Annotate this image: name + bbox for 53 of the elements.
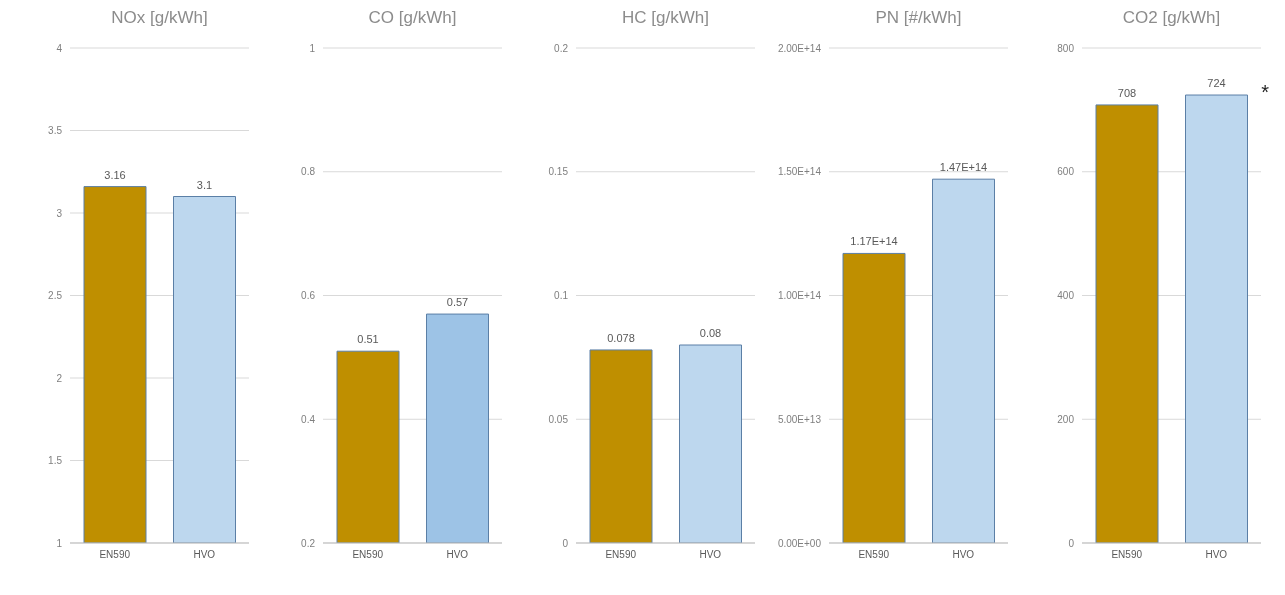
x-tick-label: EN590 xyxy=(605,549,637,561)
chart-title: NOx [g/kWh] xyxy=(110,8,209,29)
y-tick-label: 0 xyxy=(1068,537,1075,549)
y-tick-label: 0.15 xyxy=(548,166,569,178)
y-tick-label: 0.2 xyxy=(554,42,569,54)
y-tick-label: 1.5 xyxy=(48,455,63,467)
y-tick-label: 0.00E+00 xyxy=(777,537,822,549)
y-tick-label: 3.5 xyxy=(48,125,63,137)
y-tick-label: 0.8 xyxy=(301,166,316,178)
x-tick-label: HVO xyxy=(193,549,216,561)
annotation: * xyxy=(1261,81,1270,104)
y-tick-label: 600 xyxy=(1057,166,1075,178)
data-label: 0.078 xyxy=(607,331,635,344)
x-tick-label: HVO xyxy=(1205,549,1228,561)
y-tick-label: 0.4 xyxy=(301,413,316,425)
x-tick-label: EN590 xyxy=(352,549,384,561)
x-tick-label: EN590 xyxy=(99,549,131,561)
y-tick-label: 800 xyxy=(1057,42,1075,54)
data-label: 3.1 xyxy=(196,178,213,191)
y-tick-label: 2.5 xyxy=(48,290,63,302)
data-label: 708 xyxy=(1117,86,1137,99)
data-label: 724 xyxy=(1207,77,1226,90)
data-label: 3.16 xyxy=(104,168,126,181)
data-label: 1.17E+14 xyxy=(850,235,898,248)
y-tick-label: 0.2 xyxy=(301,537,316,549)
x-tick-label: EN590 xyxy=(1111,549,1143,561)
y-tick-label: 0.6 xyxy=(301,290,316,302)
y-tick-label: 4 xyxy=(56,42,63,54)
y-tick-label: 2 xyxy=(56,372,63,384)
y-tick-label: 5.00E+13 xyxy=(777,413,822,425)
y-tick-label: 200 xyxy=(1057,413,1075,425)
x-tick-label: EN590 xyxy=(858,549,890,561)
y-tick-label: 1.00E+14 xyxy=(777,290,822,302)
y-tick-label: 400 xyxy=(1057,290,1075,302)
data-label: 1.47E+14 xyxy=(939,161,988,174)
y-tick-label: 1 xyxy=(309,42,316,54)
x-tick-label: HVO xyxy=(446,549,469,561)
y-tick-label: 2.00E+14 xyxy=(777,42,822,54)
x-tick-label: HVO xyxy=(699,549,722,561)
chart-title: CO2 [g/kWh] xyxy=(1121,8,1222,29)
y-tick-label: 0.05 xyxy=(548,413,569,425)
data-label: 0.57 xyxy=(446,296,469,309)
y-tick-label: 3 xyxy=(56,207,63,219)
y-tick-label: 1.50E+14 xyxy=(777,166,822,178)
data-label: 0.08 xyxy=(699,327,722,339)
y-tick-label: 0 xyxy=(562,537,569,549)
chart-title: CO [g/kWh] xyxy=(367,8,458,29)
y-tick-label: 1 xyxy=(56,537,63,549)
chart-title: HC [g/kWh] xyxy=(621,8,710,29)
data-label: 0.51 xyxy=(357,333,379,346)
chart-title: PN [#/kWh] xyxy=(874,8,963,29)
y-tick-label: 0.1 xyxy=(554,290,569,302)
x-tick-label: HVO xyxy=(952,549,975,561)
